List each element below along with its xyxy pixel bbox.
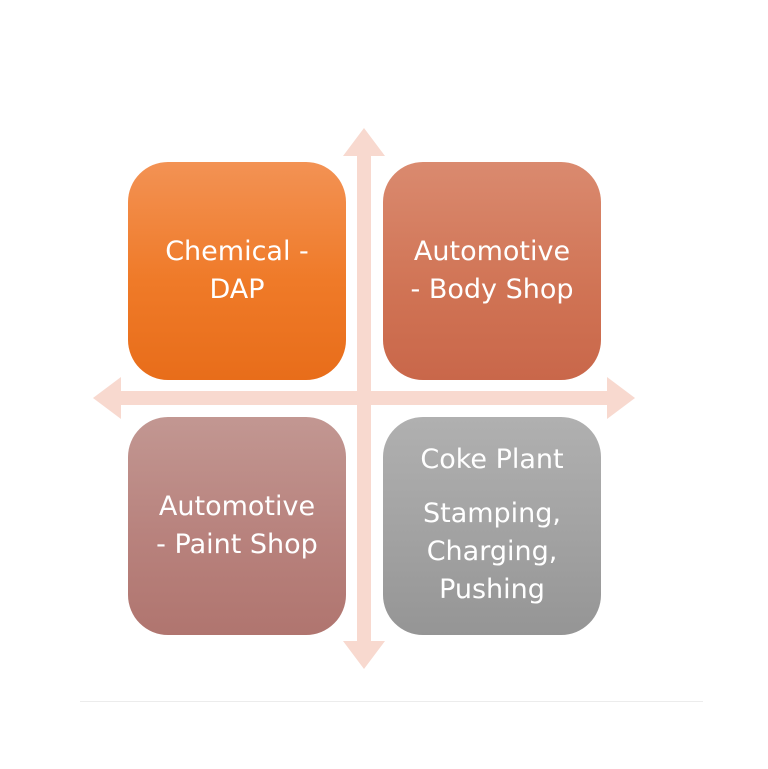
quadrant-label-line: Pushing (439, 574, 545, 605)
quadrant-automotive-paint-shop: Automotive - Paint Shop (128, 417, 346, 635)
down-arrowhead (343, 641, 385, 669)
quadrant-label-line: Charging, (426, 536, 558, 567)
right-arrowhead (607, 377, 635, 419)
bottom-divider (80, 701, 703, 702)
quadrant-label-line: Automotive (413, 236, 571, 267)
quadrant-title: Coke Plant (420, 444, 564, 475)
quadrant-label-line: Stamping, (422, 498, 562, 529)
quadrant-coke-plant: Coke Plant Stamping, Charging, Pushing (383, 417, 601, 635)
up-arrowhead (343, 128, 385, 156)
quadrant-chemical-dap: Chemical - DAP (128, 162, 346, 380)
left-arrowhead (93, 377, 121, 419)
quadrant-label-line: DAP (209, 274, 265, 305)
quadrant-automotive-body-shop: Automotive - Body Shop (383, 162, 601, 380)
quadrant-label-line: - Body Shop (410, 274, 574, 305)
quadrant-label-line: - Paint Shop (156, 529, 318, 560)
quadrant-label-line: Automotive (158, 491, 316, 522)
horizontal-arrow-shaft (116, 391, 612, 405)
quadrant-label-line: Chemical - (165, 236, 309, 267)
